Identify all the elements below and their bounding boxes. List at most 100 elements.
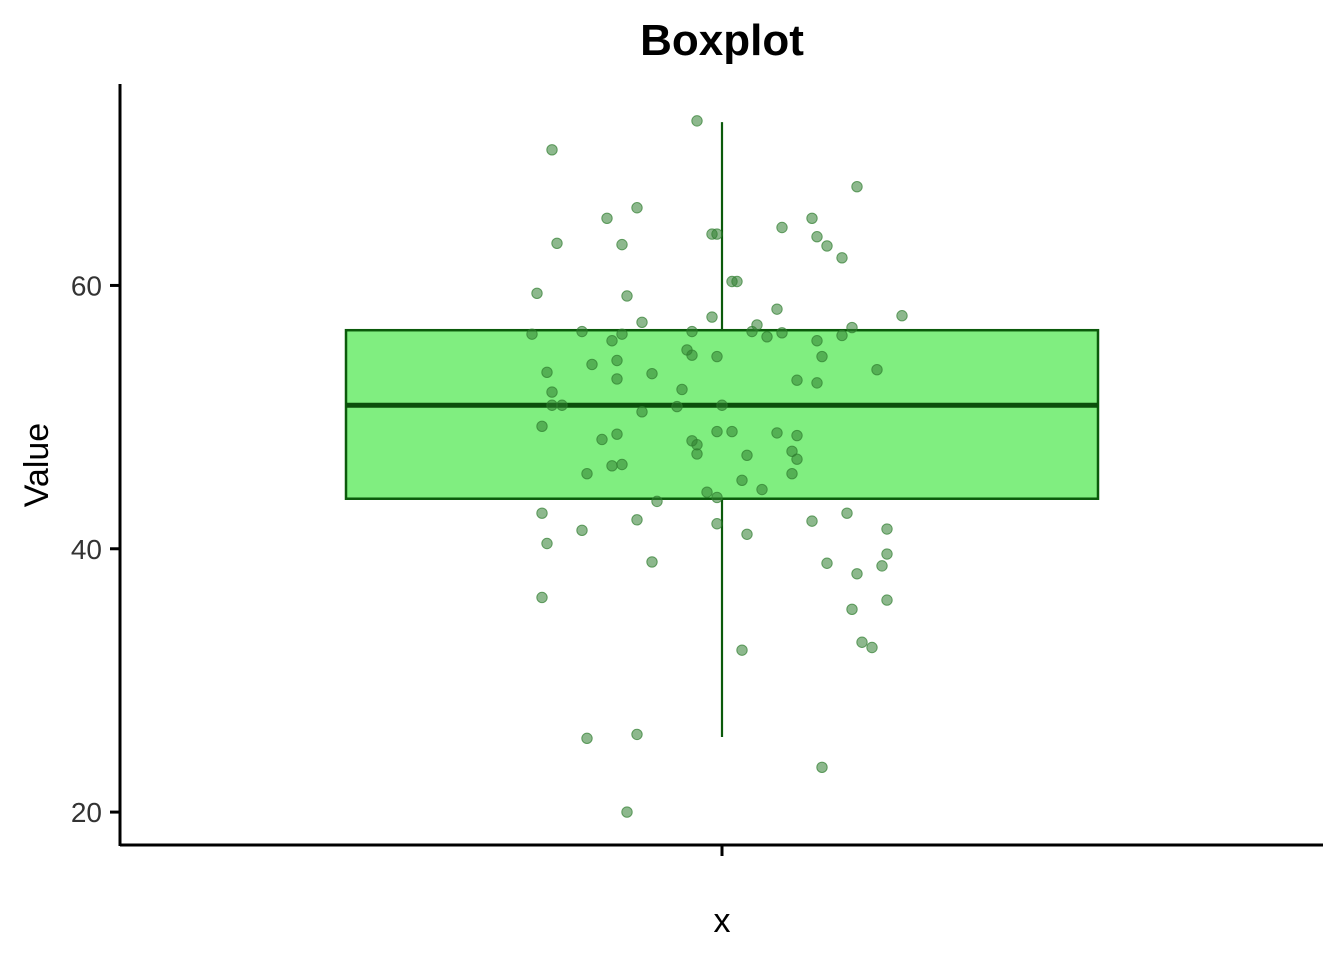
data-point — [711, 228, 723, 240]
data-point — [791, 374, 803, 386]
data-point — [711, 425, 723, 438]
data-point — [711, 518, 723, 530]
data-point — [556, 399, 568, 411]
data-point — [846, 603, 858, 616]
data-point — [651, 495, 663, 508]
plot-area — [344, 115, 1100, 818]
data-point — [776, 221, 788, 234]
data-point — [691, 115, 703, 127]
y-tick-label: 20 — [71, 797, 102, 828]
data-point — [746, 325, 758, 338]
data-point — [606, 335, 618, 347]
data-point — [711, 491, 723, 504]
data-point — [551, 237, 563, 250]
data-point — [726, 425, 738, 438]
data-point — [816, 350, 828, 363]
data-point — [546, 144, 558, 156]
y-axis-ticks: 20 40 60 — [71, 270, 120, 828]
data-point — [881, 523, 893, 535]
data-point — [846, 321, 858, 334]
data-point — [881, 548, 893, 560]
data-point — [851, 180, 863, 193]
data-point — [701, 486, 713, 498]
data-point — [761, 331, 773, 343]
data-point — [856, 636, 868, 648]
data-point — [536, 420, 548, 433]
data-point — [621, 806, 633, 818]
data-point — [686, 325, 698, 338]
data-point — [541, 366, 553, 379]
data-point — [581, 468, 593, 480]
chart-title: Boxplot — [640, 16, 804, 65]
data-point — [646, 556, 658, 568]
data-point — [671, 400, 683, 413]
data-point — [881, 594, 893, 606]
data-point — [536, 507, 548, 519]
data-point — [706, 311, 718, 323]
data-point — [676, 383, 688, 396]
data-point — [546, 399, 558, 411]
data-point — [821, 557, 833, 569]
data-point — [631, 728, 643, 741]
data-point — [526, 328, 538, 340]
data-point — [621, 290, 633, 302]
data-point — [541, 537, 553, 550]
y-tick-label: 60 — [71, 270, 102, 301]
data-point — [851, 568, 863, 580]
data-point — [531, 287, 543, 300]
data-point — [586, 358, 598, 371]
data-point — [756, 483, 768, 496]
data-point — [636, 316, 648, 329]
data-point — [771, 427, 783, 439]
data-point — [686, 349, 698, 361]
data-point — [601, 212, 613, 224]
data-point — [816, 761, 828, 774]
data-point — [821, 240, 833, 252]
data-point — [546, 386, 558, 398]
data-point — [646, 367, 658, 380]
data-point — [616, 238, 628, 251]
data-point — [616, 458, 628, 471]
data-point — [736, 644, 748, 656]
data-point — [636, 406, 648, 418]
data-point — [731, 275, 743, 288]
data-point — [776, 327, 788, 339]
data-point — [871, 364, 883, 376]
data-point — [806, 212, 818, 224]
x-axis-label: x — [714, 902, 731, 940]
data-point — [866, 641, 878, 654]
data-point — [786, 468, 798, 480]
data-point — [736, 474, 748, 486]
y-tick-label: 40 — [71, 534, 102, 565]
data-point — [606, 460, 618, 472]
data-point — [811, 335, 823, 347]
data-point — [616, 328, 628, 340]
data-point — [741, 449, 753, 461]
data-point — [691, 448, 703, 460]
data-point — [596, 433, 608, 446]
data-point — [611, 354, 623, 367]
data-point — [836, 329, 848, 342]
data-point — [631, 202, 643, 214]
data-point — [581, 732, 593, 745]
data-point — [836, 252, 848, 264]
data-point — [711, 350, 723, 363]
data-point — [876, 560, 888, 572]
data-point — [811, 377, 823, 389]
data-point — [811, 231, 823, 243]
data-point — [806, 515, 818, 527]
data-point — [741, 528, 753, 540]
data-point — [896, 310, 908, 322]
data-point — [631, 514, 643, 526]
data-point — [576, 325, 588, 338]
data-point — [536, 591, 548, 604]
data-point — [576, 524, 588, 537]
data-point — [791, 453, 803, 465]
data-point — [611, 373, 623, 385]
data-point — [771, 303, 783, 315]
y-axis-label: Value — [18, 423, 56, 507]
data-point — [716, 399, 728, 411]
data-point — [611, 428, 623, 440]
